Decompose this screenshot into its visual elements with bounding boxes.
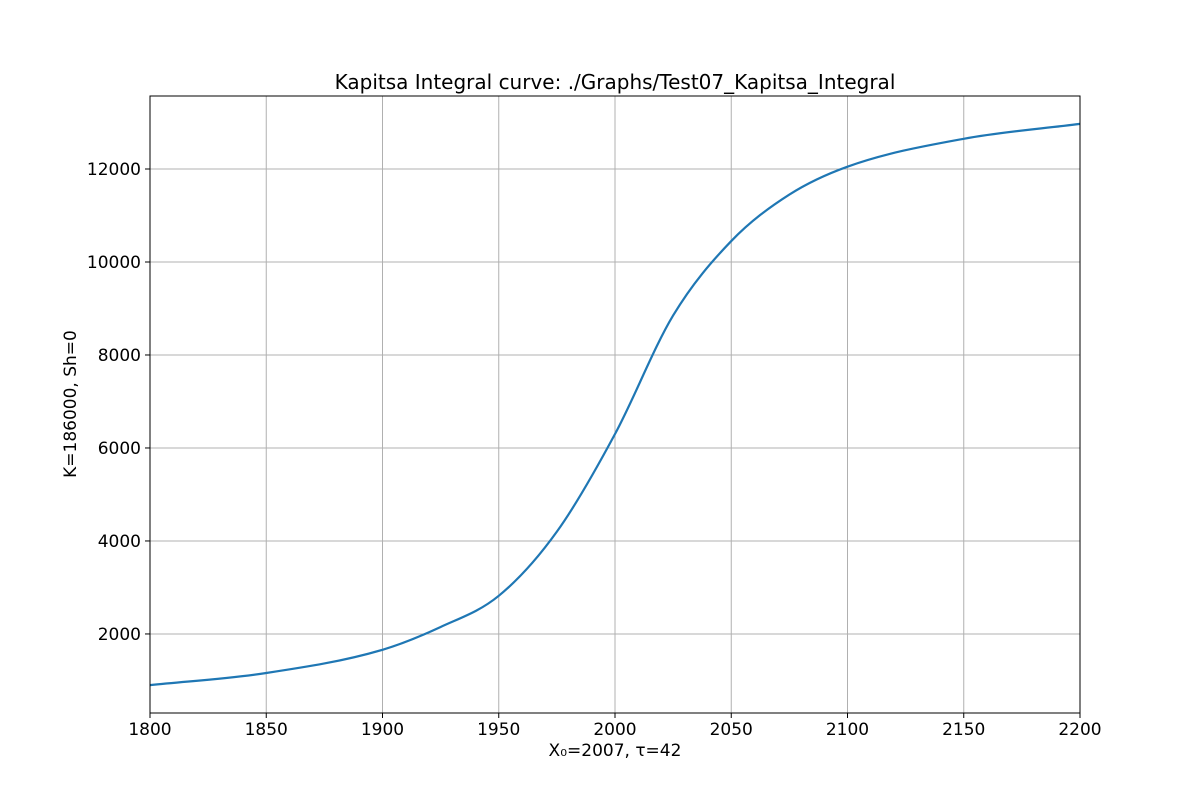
- y-axis-label: K=186000, Sh=0: [61, 330, 81, 478]
- x-axis-label: X₀=2007, τ=42: [549, 741, 682, 761]
- x-tick-label: 1850: [245, 720, 288, 740]
- series-layer: [149, 122, 1081, 687]
- chart-title: Kapitsa Integral curve: ./Graphs/Test07_…: [335, 70, 896, 94]
- y-tick-label: 6000: [98, 439, 141, 459]
- x-tick-label: 2200: [1058, 720, 1101, 740]
- ticks: 1800 1850 1900 1950 2000 2050 2100 2150 2200 2000…: [87, 160, 1102, 740]
- x-tick-label: 2100: [826, 720, 869, 740]
- y-tick-label: 4000: [98, 532, 141, 552]
- x-tick-label: 2000: [593, 720, 636, 740]
- x-tick-label: 2050: [710, 720, 753, 740]
- x-tick-label: 1950: [477, 720, 520, 740]
- grid: [149, 96, 1081, 713]
- x-tick-label: 1900: [361, 720, 404, 740]
- y-tick-label: 2000: [98, 625, 141, 645]
- y-tick-label: 12000: [87, 160, 141, 180]
- y-tick-label: 10000: [87, 253, 141, 273]
- x-tick-label: 1800: [128, 720, 171, 740]
- series-line: [149, 122, 1081, 687]
- x-tick-label: 2150: [942, 720, 985, 740]
- y-tick-label: 8000: [98, 346, 141, 366]
